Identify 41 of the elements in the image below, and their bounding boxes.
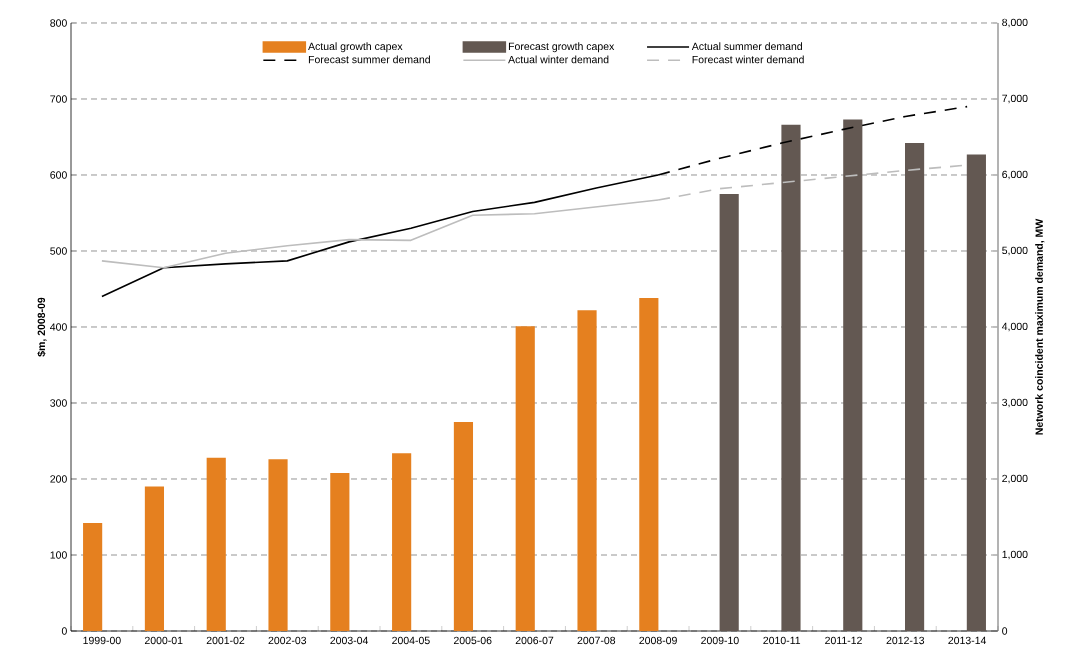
y2-tick-label: 4,000 — [1001, 322, 1028, 332]
x-tick-label: 2009-10 — [701, 636, 739, 645]
y2-tick-label: 8,000 — [1002, 18, 1028, 28]
legend-label: Actual growth capex — [308, 42, 403, 53]
legend-label: Forecast growth capex — [508, 42, 615, 53]
y-tick-label: 400 — [50, 323, 67, 331]
y2-tick-label: 7,000 — [1002, 94, 1028, 104]
y2-tick-label: 0 — [1002, 627, 1008, 635]
x-tick-label: 1999-00 — [83, 636, 121, 645]
legend-label: Actual winter demand — [508, 55, 609, 64]
x-tick-label: 2001-02 — [206, 636, 245, 645]
y-tick-label: 500 — [50, 247, 67, 255]
y-tick-label: 300 — [50, 399, 67, 407]
x-tick-label: 2012-13 — [886, 636, 925, 645]
y-tick-label: 200 — [50, 475, 67, 483]
x-tick-label: 2002-03 — [268, 636, 307, 645]
y2-tick-label: 3,000 — [1002, 398, 1028, 408]
y2-tick-label: 5,000 — [1002, 246, 1028, 256]
y-tick-label: 600 — [50, 171, 67, 179]
legend-label: Actual summer demand — [691, 42, 802, 51]
x-tick-label: 2003-04 — [330, 636, 369, 645]
y2-tick-label: 2,000 — [1002, 474, 1028, 484]
y2-tick-label: 1,000 — [1002, 550, 1028, 560]
y-tick-label: 100 — [50, 551, 67, 559]
x-tick-label: 2011-12 — [825, 636, 862, 645]
x-tick-label: 2010-11 — [763, 636, 801, 645]
x-tick-label: 2013-14 — [948, 636, 987, 645]
y2-axis-title: Network coincident maximum demand, MW — [1035, 218, 1045, 435]
y2-tick-label: 6,000 — [1002, 170, 1028, 180]
x-tick-label: 2005-06 — [453, 636, 492, 645]
x-tick-label: 2000-01 — [144, 636, 183, 645]
x-tick-label: 2006-07 — [515, 636, 554, 645]
y-tick-label: 800 — [50, 19, 67, 27]
legend-label: Forecast summer demand — [308, 55, 430, 64]
x-tick-label: 2007-08 — [577, 636, 616, 645]
y-tick-label: 0 — [61, 627, 67, 635]
x-tick-label: 2004-05 — [392, 636, 430, 645]
x-tick-label: 2008-09 — [639, 636, 677, 645]
y-axis-title: $m, 2008-09 — [37, 297, 47, 357]
y-tick-label: 700 — [50, 95, 67, 103]
legend-label: Forecast winter demand — [692, 55, 804, 64]
